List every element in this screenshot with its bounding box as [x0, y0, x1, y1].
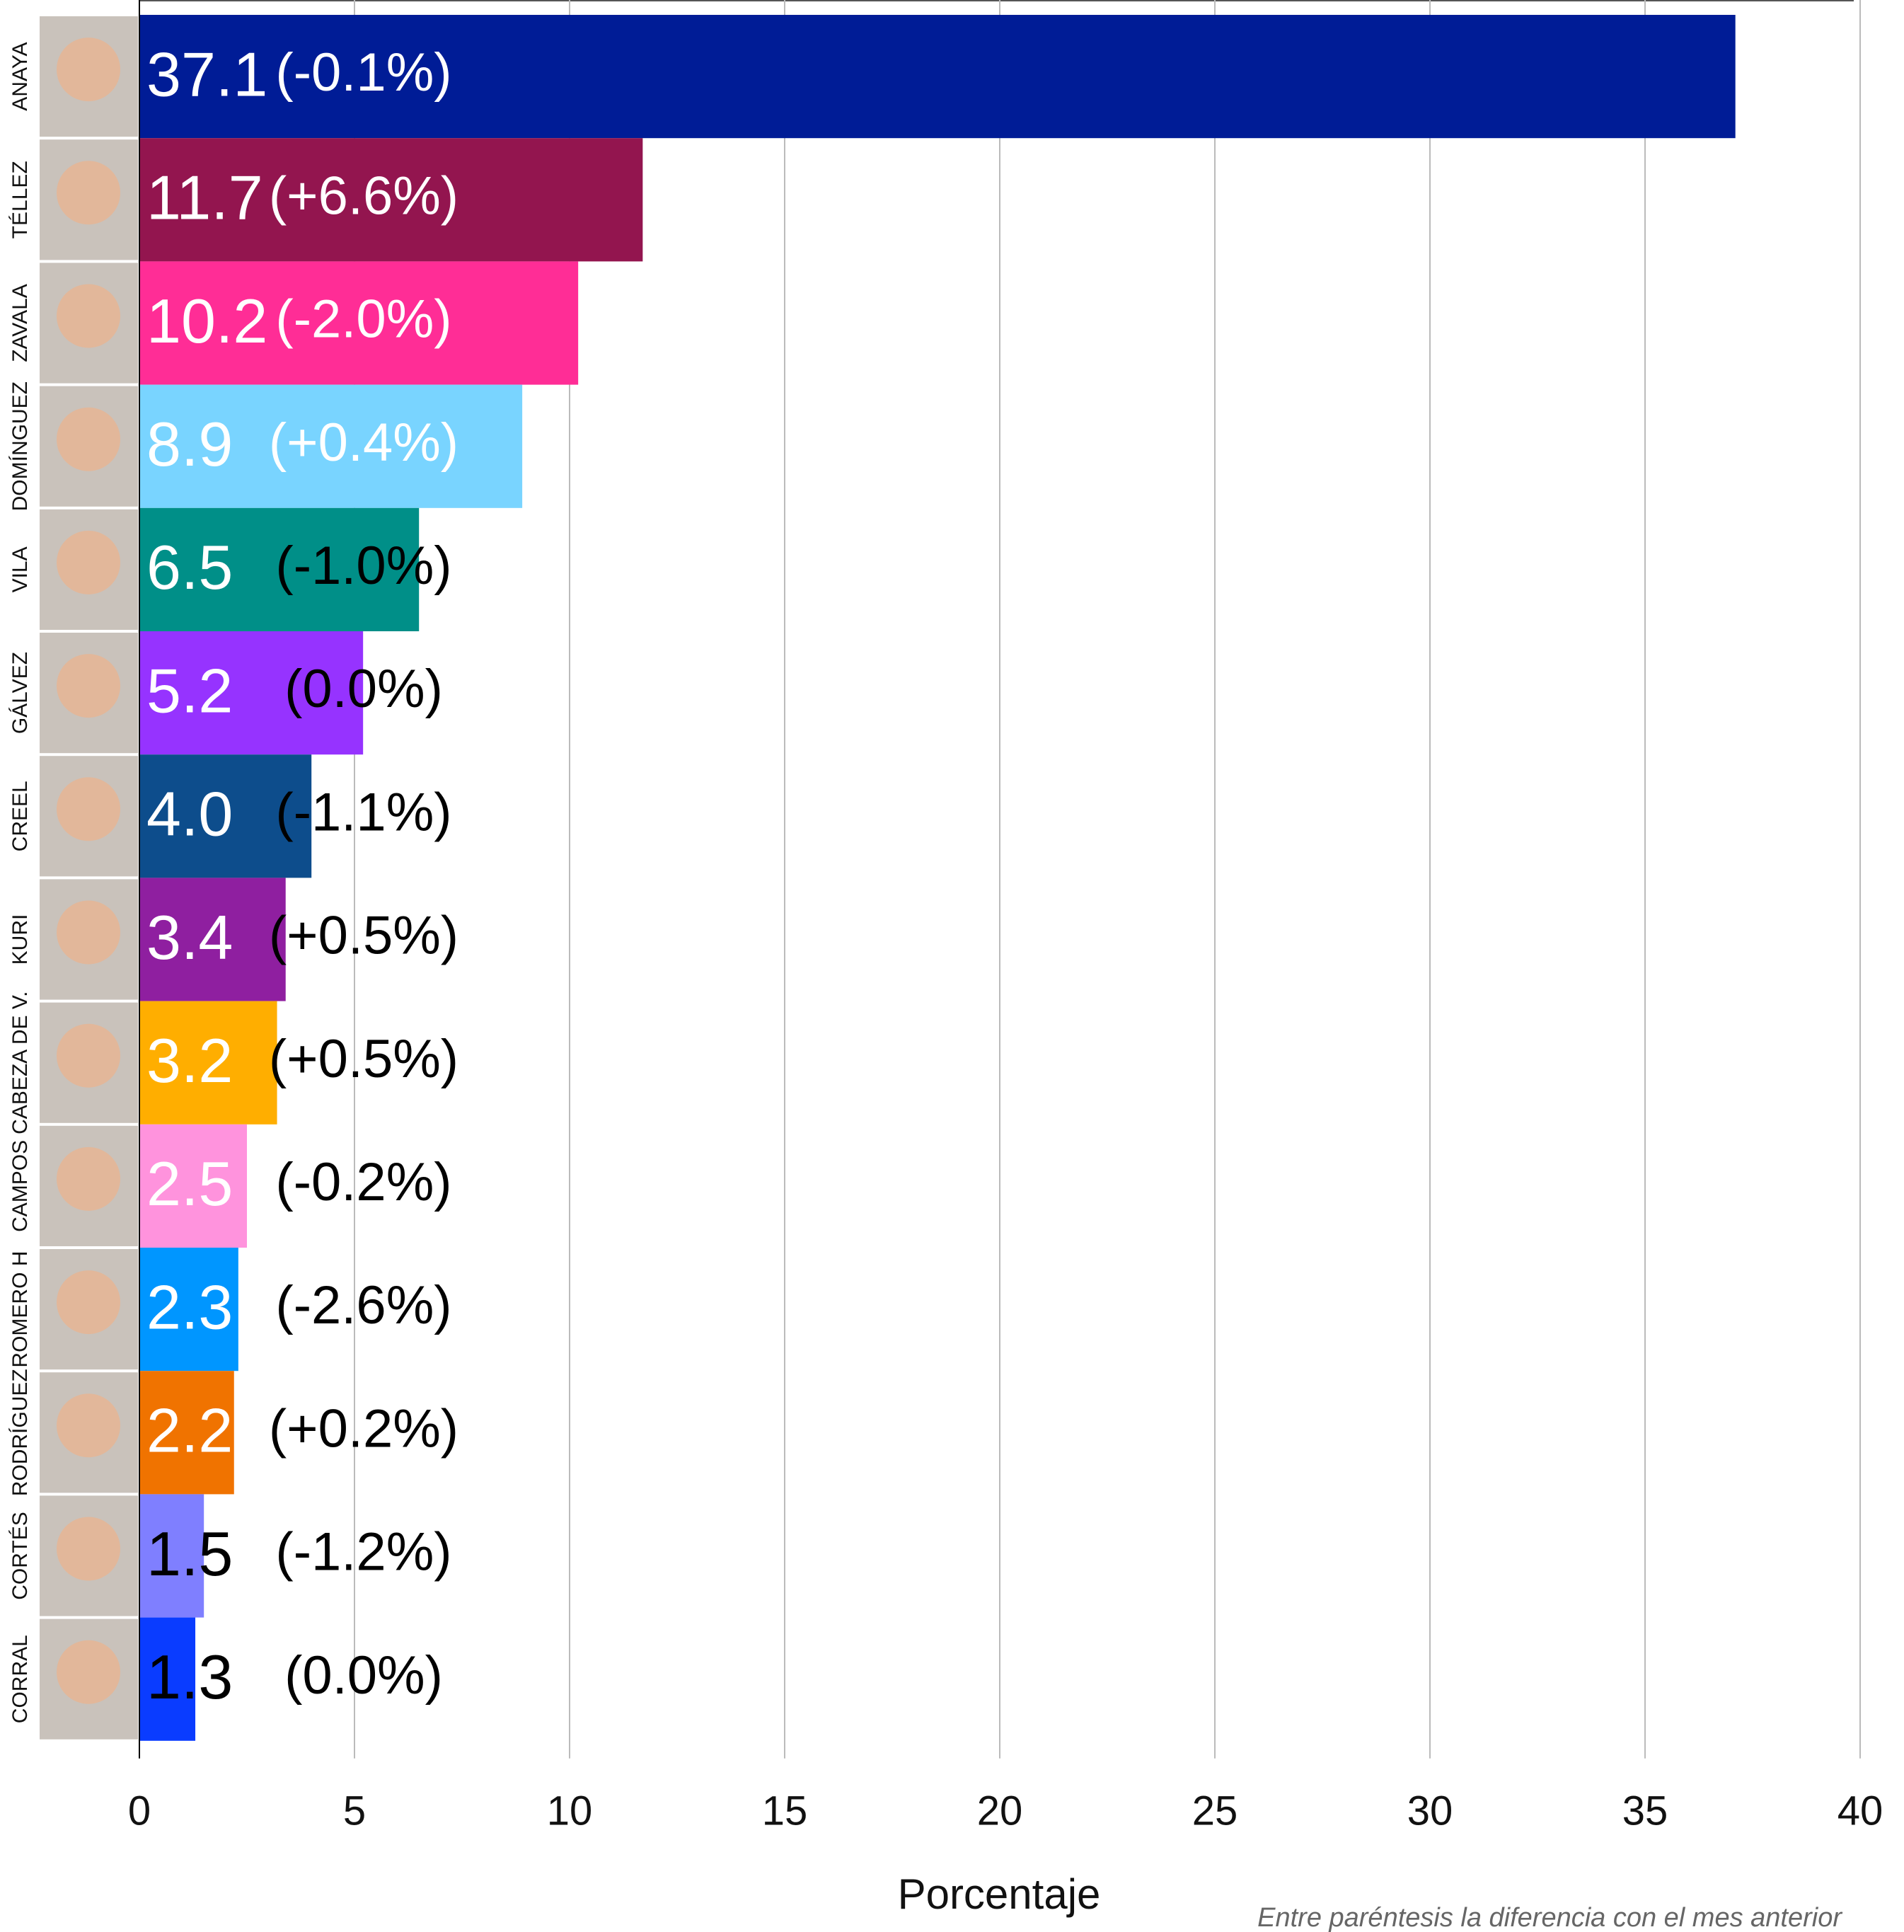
change-label: (-1.0%) — [275, 536, 451, 596]
category-label: ZAVALA — [8, 284, 32, 362]
value-label: 2.3 — [146, 1272, 233, 1342]
category-label: CABEZA DE V. — [8, 991, 32, 1134]
value-label: 2.2 — [146, 1396, 233, 1466]
change-label: (-0.2%) — [275, 1152, 451, 1212]
bar — [139, 138, 643, 262]
photo-face — [57, 1393, 120, 1458]
bar — [139, 1617, 196, 1741]
bar — [139, 15, 1736, 139]
change-label: (-1.2%) — [275, 1522, 451, 1582]
x-tick-label: 40 — [1837, 1788, 1883, 1834]
photo-face — [57, 38, 120, 102]
bar — [139, 754, 312, 878]
value-label: 1.5 — [146, 1519, 233, 1589]
photo-face — [57, 654, 120, 718]
photo-face — [57, 900, 120, 965]
category-label: CORRAL — [8, 1635, 32, 1723]
change-label: (+6.6%) — [269, 166, 458, 226]
x-tick-label: 15 — [762, 1788, 808, 1834]
bar — [139, 384, 523, 508]
category-label: KURI — [8, 914, 32, 965]
bar — [139, 1124, 247, 1248]
change-label: (-1.1%) — [275, 782, 451, 842]
bar — [139, 507, 420, 631]
bar — [139, 261, 579, 385]
category-label: TÉLLEZ — [8, 161, 32, 238]
category-label: ANAYA — [8, 42, 32, 110]
x-tick-label: 25 — [1192, 1788, 1238, 1834]
category-label: GÁLVEZ — [8, 652, 32, 734]
x-tick-label: 5 — [343, 1788, 366, 1834]
change-label: (0.0%) — [284, 1645, 443, 1706]
photo-face — [57, 284, 120, 348]
photo-face — [57, 1640, 120, 1704]
category-label: RODRÍGUEZ — [8, 1369, 32, 1496]
change-label: (-2.0%) — [275, 289, 451, 350]
value-label: 6.5 — [146, 532, 233, 602]
category-label: CORTÉS — [8, 1512, 32, 1599]
photo-face — [57, 407, 120, 471]
category-label: CREEL — [8, 781, 32, 851]
category-label: ROMERO H — [8, 1251, 32, 1368]
photo-face — [57, 530, 120, 594]
change-label: (-0.1%) — [275, 42, 451, 103]
category-label: DOMÍNGUEZ — [8, 381, 32, 511]
value-label: 3.2 — [146, 1025, 233, 1096]
value-label: 3.4 — [146, 902, 233, 972]
change-label: (+0.5%) — [269, 906, 458, 966]
value-label: 37.1 — [146, 39, 267, 109]
x-tick-label: 10 — [547, 1788, 593, 1834]
x-tick-label: 20 — [977, 1788, 1023, 1834]
value-label: 8.9 — [146, 409, 233, 479]
value-label: 11.7 — [146, 163, 263, 233]
value-label: 1.3 — [146, 1642, 233, 1712]
value-label: 10.2 — [146, 286, 267, 356]
x-axis-label: Porcentaje — [898, 1870, 1101, 1918]
change-label: (-2.6%) — [275, 1275, 451, 1335]
category-label: VILA — [8, 546, 32, 592]
category-label: CAMPOS — [8, 1140, 32, 1232]
bar — [139, 1001, 277, 1125]
value-label: 2.5 — [146, 1149, 233, 1219]
bar — [139, 1248, 238, 1372]
change-label: (0.0%) — [284, 659, 443, 719]
photo-face — [57, 1517, 120, 1581]
change-label: (+0.4%) — [269, 413, 458, 473]
value-label: 5.2 — [146, 655, 233, 725]
bar — [139, 631, 364, 755]
bar — [139, 878, 286, 1001]
bar — [139, 1494, 204, 1618]
bar — [139, 1371, 234, 1495]
photo-face — [57, 161, 120, 225]
x-tick-label: 0 — [128, 1788, 151, 1834]
photo-face — [57, 1270, 120, 1335]
change-label: (+0.5%) — [269, 1029, 458, 1089]
x-tick-label: 30 — [1407, 1788, 1453, 1834]
photo-face — [57, 777, 120, 841]
x-tick-label: 35 — [1622, 1788, 1668, 1834]
value-label: 4.0 — [146, 779, 233, 849]
photo-face — [57, 1023, 120, 1088]
change-label: (+0.2%) — [269, 1398, 458, 1459]
photo-face — [57, 1146, 120, 1211]
note: Entre paréntesis la diferencia con el me… — [1257, 1903, 1842, 1932]
